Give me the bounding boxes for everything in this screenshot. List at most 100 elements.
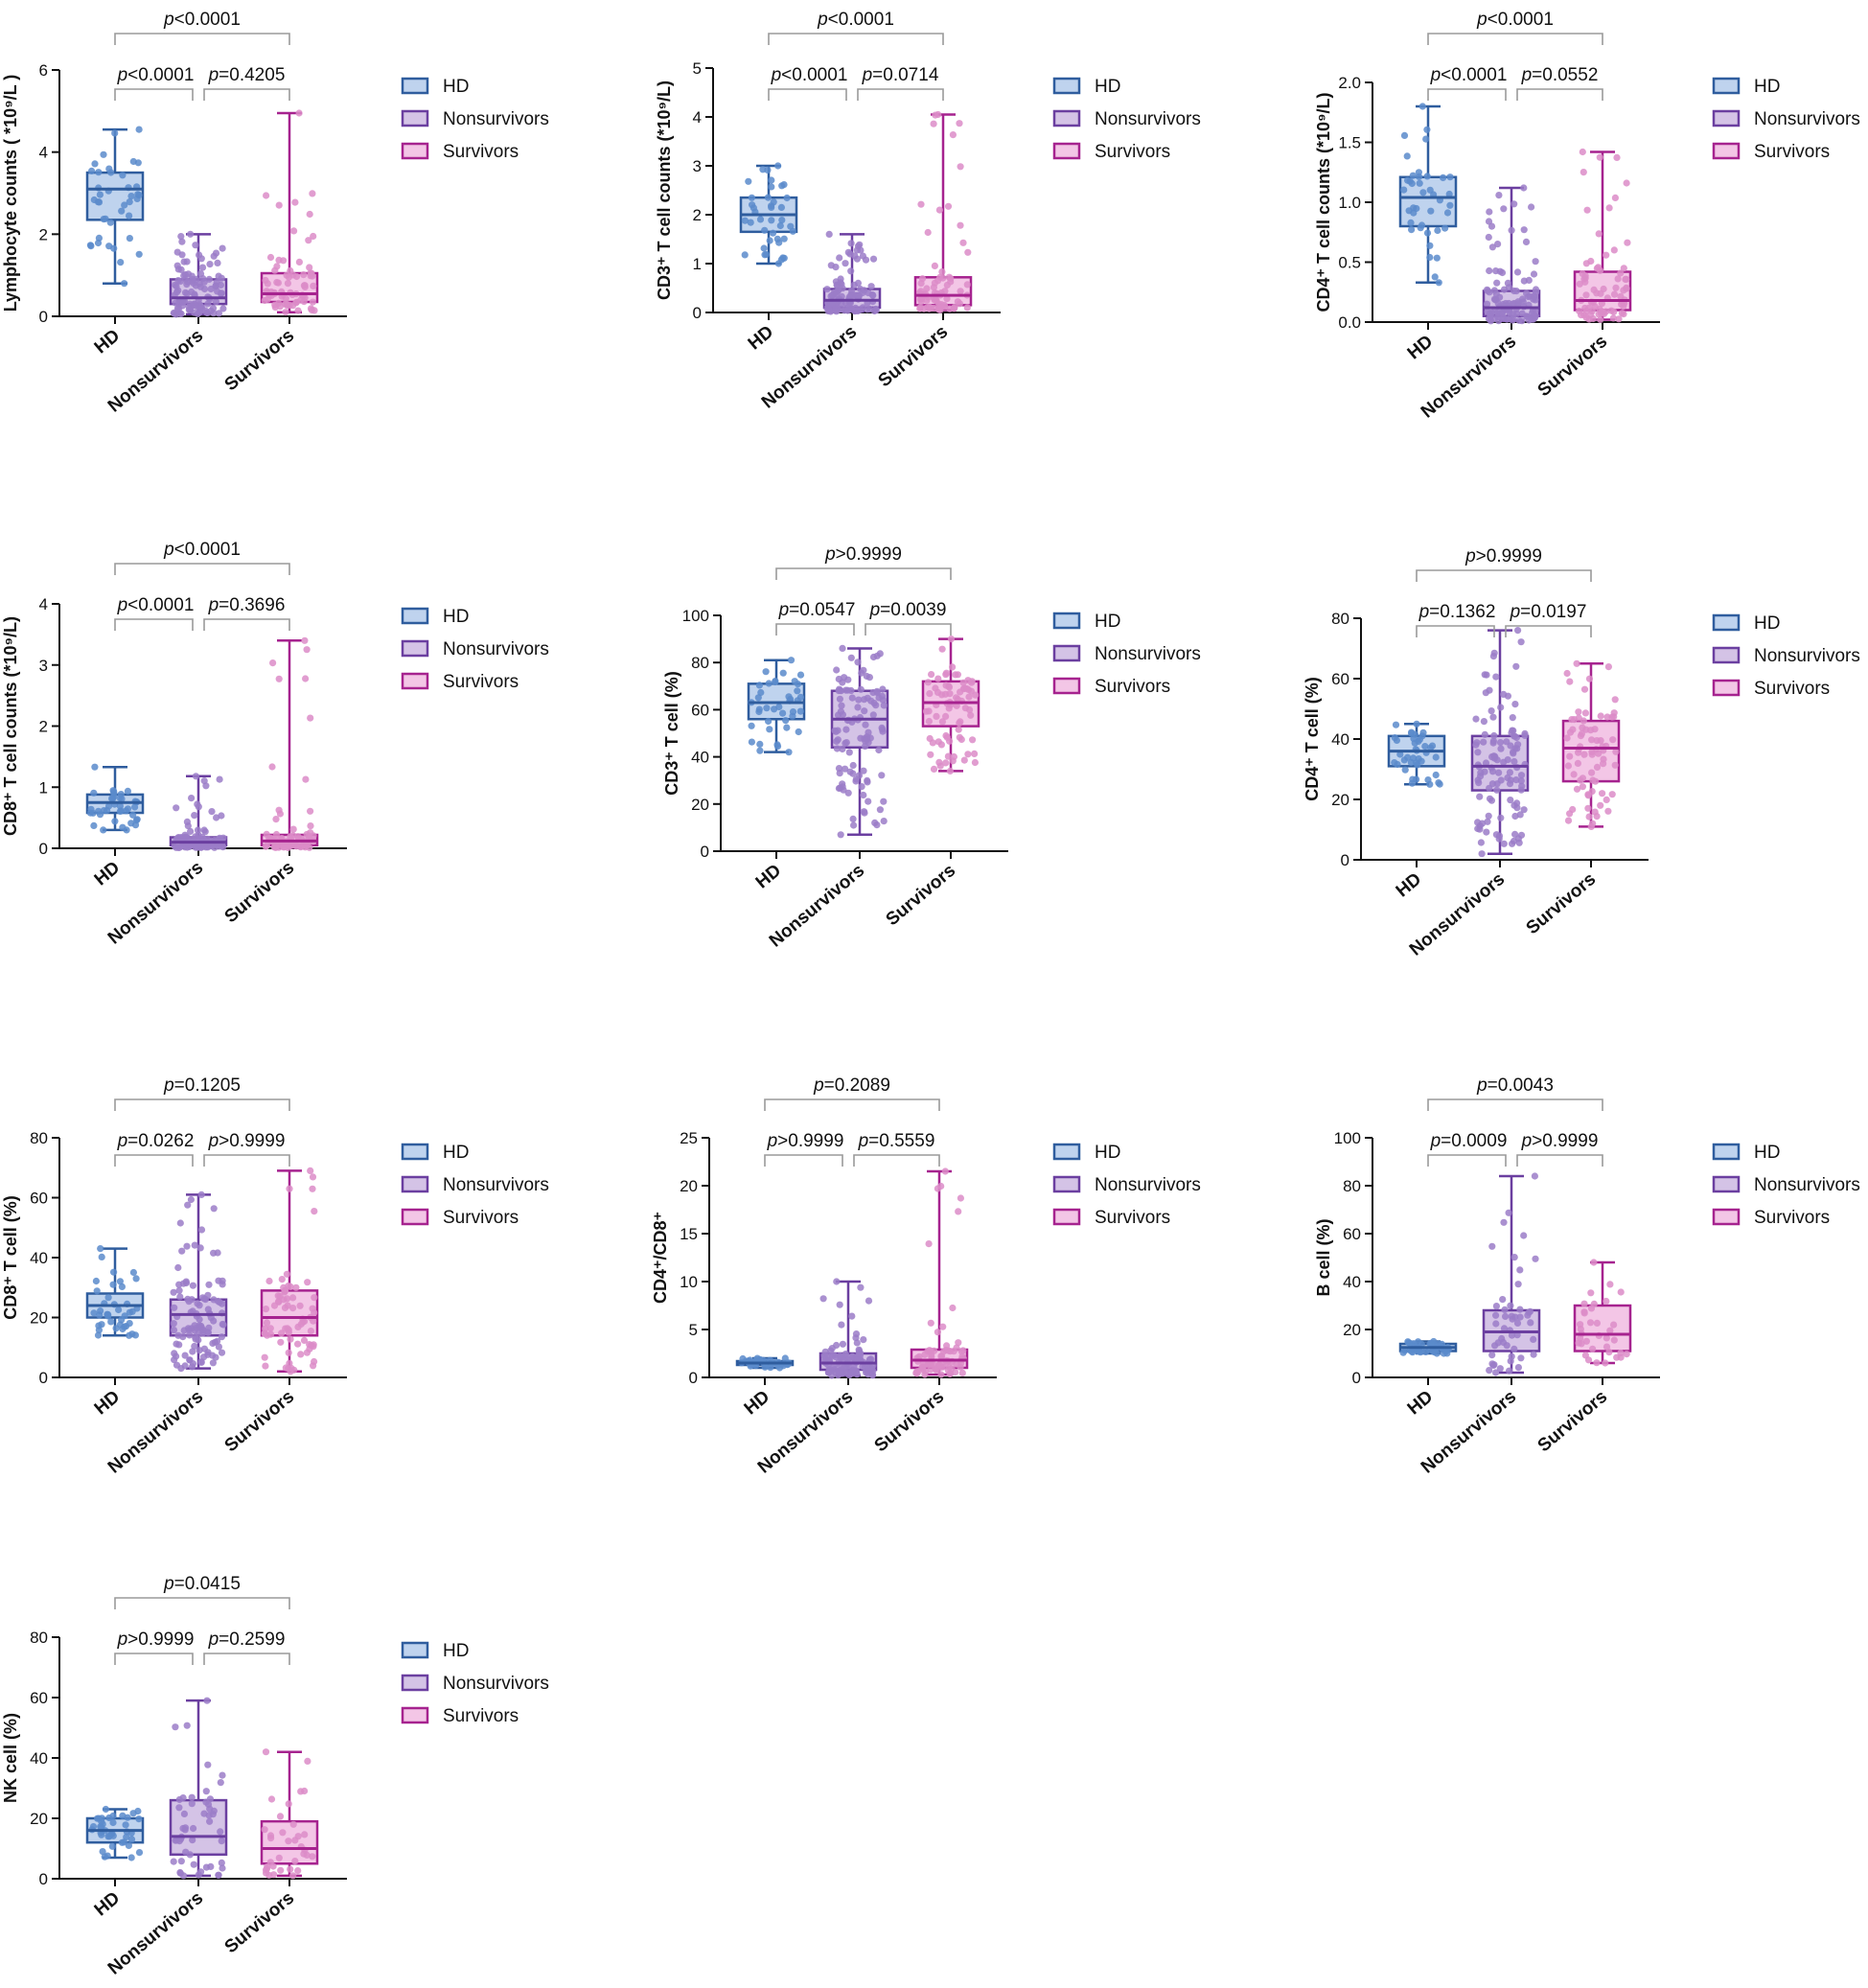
data-point — [957, 735, 965, 744]
data-point — [823, 286, 831, 293]
data-point — [1511, 701, 1519, 708]
data-point — [1588, 788, 1596, 796]
data-point — [783, 724, 791, 731]
y-axis-label: CD4⁺ T cell counts (*10⁹/L) — [1314, 92, 1333, 312]
data-point — [1483, 300, 1491, 308]
data-point — [1593, 813, 1601, 821]
data-points — [823, 230, 880, 315]
box-nonsurvivors — [169, 773, 228, 852]
data-point — [96, 811, 104, 819]
data-point — [177, 1858, 185, 1865]
data-point — [767, 1364, 774, 1372]
legend-swatch-hd — [1052, 612, 1081, 630]
data-point — [135, 1849, 144, 1857]
data-point — [921, 1371, 929, 1378]
data-point — [126, 212, 133, 220]
data-point — [1418, 103, 1426, 110]
data-point — [949, 1304, 957, 1312]
x-tick-label-survivors: Survivors — [221, 326, 299, 395]
data-point — [769, 229, 777, 237]
data-point — [765, 680, 773, 687]
data-point — [1506, 780, 1514, 788]
data-points — [1563, 659, 1620, 831]
data-point — [1428, 742, 1437, 750]
data-point — [218, 1859, 225, 1866]
box-hd — [735, 1354, 795, 1372]
data-point — [267, 1795, 276, 1803]
bracket-line — [1505, 625, 1592, 637]
p-value-label: p=0.3696 — [208, 595, 286, 615]
data-point — [307, 822, 314, 830]
box-hd — [739, 162, 798, 267]
data-point — [171, 1350, 178, 1357]
data-point — [1493, 786, 1501, 794]
data-point — [849, 815, 857, 823]
p-value-label: p>0.9999 — [767, 1131, 844, 1151]
data-point — [1495, 835, 1503, 843]
p-value-label-value: =0.5559 — [868, 1131, 934, 1151]
p-value-label-p: p — [1430, 1131, 1441, 1151]
legend-swatch-nonsurvivors — [1052, 1175, 1081, 1193]
data-point — [290, 227, 298, 235]
data-point — [842, 1369, 850, 1376]
data-point — [311, 1308, 318, 1317]
data-point — [1610, 308, 1618, 315]
legend-label-hd: HD — [443, 607, 469, 627]
data-point — [1608, 791, 1616, 798]
box-nonsurvivors — [169, 230, 228, 318]
data-point — [1422, 135, 1430, 143]
data-point — [134, 191, 142, 198]
data-point — [1394, 760, 1401, 769]
data-point — [1623, 1351, 1630, 1358]
p-value-label-value: >0.9999 — [777, 1131, 843, 1151]
data-points — [1575, 1259, 1630, 1367]
data-point — [284, 280, 291, 288]
data-point — [214, 1249, 221, 1257]
data-point — [188, 1363, 196, 1371]
data-point — [949, 131, 957, 139]
data-point — [204, 1800, 213, 1809]
data-point — [917, 288, 925, 295]
data-point — [172, 1723, 179, 1731]
legend-swatch-nonsurvivors — [1712, 109, 1741, 127]
data-point — [261, 1826, 268, 1834]
data-point — [184, 834, 192, 842]
data-point — [214, 259, 221, 266]
data-point — [170, 1288, 177, 1296]
data-point — [971, 750, 979, 758]
data-point — [847, 240, 855, 247]
data-point — [848, 305, 856, 312]
data-point — [780, 235, 788, 243]
data-points — [261, 1167, 318, 1375]
data-point — [1566, 752, 1574, 760]
p-value-label-p: p — [1510, 602, 1521, 622]
p-value-label: p>0.9999 — [824, 544, 902, 565]
data-point — [755, 682, 764, 689]
data-point — [125, 1841, 132, 1849]
box-hd — [85, 126, 145, 288]
data-point — [1446, 173, 1454, 181]
data-point — [938, 1352, 946, 1360]
data-point — [1477, 839, 1485, 846]
data-point — [1588, 736, 1596, 744]
data-point — [917, 200, 925, 208]
data-point — [218, 1333, 225, 1341]
data-point — [1408, 728, 1416, 736]
data-point — [860, 808, 868, 816]
p-value-label: p=0.0547 — [778, 600, 856, 620]
data-point — [287, 1335, 294, 1343]
data-point — [853, 246, 862, 254]
data-point — [1492, 673, 1500, 681]
data-point — [305, 237, 312, 244]
data-point — [196, 270, 205, 278]
legend-swatch-survivors — [401, 142, 429, 160]
data-point — [309, 190, 316, 197]
data-point — [194, 310, 201, 318]
data-point — [1392, 721, 1400, 728]
data-point — [850, 821, 858, 829]
data-point — [924, 228, 932, 237]
data-point — [1514, 627, 1522, 635]
data-points — [741, 162, 796, 267]
data-point — [847, 267, 855, 275]
data-point — [183, 258, 191, 266]
